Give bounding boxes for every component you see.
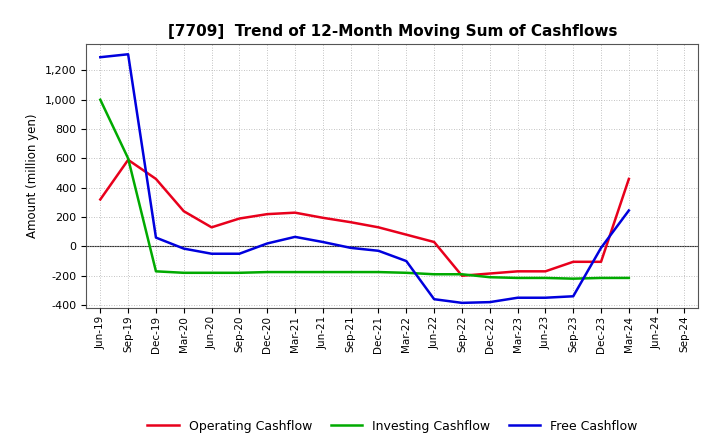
Investing Cashflow (374, 269, 383, 275)
Investing Cashflow (235, 270, 243, 275)
Investing Cashflow (207, 270, 216, 275)
Investing Cashflow (152, 269, 161, 274)
Investing Cashflow (569, 276, 577, 281)
Free Cashflow (458, 300, 467, 305)
Free Cashflow (430, 297, 438, 302)
Free Cashflow (291, 234, 300, 239)
Operating Cashflow (402, 232, 410, 237)
Line: Operating Cashflow: Operating Cashflow (100, 160, 629, 276)
Investing Cashflow (291, 269, 300, 275)
Operating Cashflow (179, 209, 188, 214)
Operating Cashflow (207, 225, 216, 230)
Free Cashflow (541, 295, 550, 301)
Title: [7709]  Trend of 12-Month Moving Sum of Cashflows: [7709] Trend of 12-Month Moving Sum of C… (168, 24, 617, 39)
Investing Cashflow (513, 275, 522, 281)
Free Cashflow (597, 245, 606, 250)
Free Cashflow (569, 293, 577, 299)
Free Cashflow (485, 300, 494, 305)
Investing Cashflow (485, 275, 494, 280)
Operating Cashflow (485, 271, 494, 276)
Y-axis label: Amount (million yen): Amount (million yen) (27, 114, 40, 238)
Operating Cashflow (318, 215, 327, 220)
Investing Cashflow (263, 269, 271, 275)
Free Cashflow (207, 251, 216, 257)
Free Cashflow (346, 245, 355, 250)
Free Cashflow (235, 251, 243, 257)
Operating Cashflow (597, 259, 606, 264)
Operating Cashflow (569, 259, 577, 264)
Investing Cashflow (402, 270, 410, 275)
Investing Cashflow (430, 271, 438, 277)
Operating Cashflow (374, 225, 383, 230)
Free Cashflow (263, 241, 271, 246)
Free Cashflow (402, 258, 410, 264)
Free Cashflow (374, 248, 383, 253)
Investing Cashflow (96, 97, 104, 103)
Operating Cashflow (541, 269, 550, 274)
Investing Cashflow (597, 275, 606, 281)
Free Cashflow (318, 239, 327, 245)
Investing Cashflow (458, 271, 467, 277)
Free Cashflow (124, 51, 132, 57)
Operating Cashflow (291, 210, 300, 215)
Line: Free Cashflow: Free Cashflow (100, 54, 629, 303)
Operating Cashflow (458, 273, 467, 279)
Investing Cashflow (179, 270, 188, 275)
Operating Cashflow (624, 176, 633, 182)
Investing Cashflow (346, 269, 355, 275)
Operating Cashflow (152, 176, 161, 182)
Operating Cashflow (235, 216, 243, 221)
Operating Cashflow (513, 269, 522, 274)
Operating Cashflow (430, 239, 438, 245)
Investing Cashflow (541, 275, 550, 281)
Operating Cashflow (346, 220, 355, 225)
Free Cashflow (152, 235, 161, 240)
Legend: Operating Cashflow, Investing Cashflow, Free Cashflow: Operating Cashflow, Investing Cashflow, … (143, 414, 642, 437)
Investing Cashflow (124, 156, 132, 161)
Investing Cashflow (318, 269, 327, 275)
Operating Cashflow (263, 212, 271, 217)
Operating Cashflow (96, 197, 104, 202)
Operating Cashflow (124, 157, 132, 162)
Investing Cashflow (624, 275, 633, 281)
Free Cashflow (179, 246, 188, 251)
Free Cashflow (624, 208, 633, 213)
Free Cashflow (513, 295, 522, 301)
Free Cashflow (96, 55, 104, 60)
Line: Investing Cashflow: Investing Cashflow (100, 100, 629, 279)
